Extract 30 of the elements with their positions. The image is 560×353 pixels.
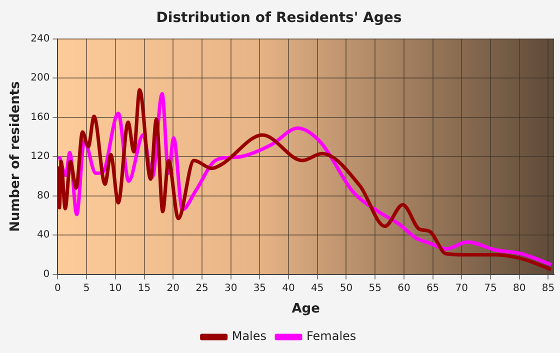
x-tick-label: 0 [54,282,61,294]
x-tick-label: 80 [513,282,526,294]
y-tick-label: 240 [30,33,50,44]
x-axis-title: Age [292,302,320,317]
x-tick-label: 55 [368,282,382,294]
x-tick-label: 30 [224,282,238,294]
x-tick-label: 20 [166,282,180,294]
legend-label: Females [306,329,356,344]
x-tick-label: 10 [109,282,122,294]
y-tick-label: 40 [36,230,50,241]
x-tick-label: 25 [196,282,208,294]
y-axis-title: Number of residents [8,81,24,232]
chart-title: Distribution of Residents' Ages [156,10,402,26]
x-tick-label: 65 [426,282,440,294]
x-tick-label: 50 [340,282,353,294]
y-tick-label: 80 [36,190,50,202]
x-tick-label: 15 [138,282,151,294]
x-tick-label: 45 [311,282,324,294]
legend-label: Males [232,329,267,344]
x-tick-label: 40 [282,282,295,294]
y-tick-label: 120 [30,151,50,162]
x-tick-label: 60 [398,282,410,294]
x-tick-label: 75 [484,282,497,294]
y-tick-label: 160 [30,112,50,123]
y-tick-label: 0 [43,268,50,280]
x-tick-label: 70 [455,282,468,294]
x-tick-label: 35 [253,282,266,294]
y-tick-label: 200 [30,72,50,84]
x-tick-label: 85 [542,282,555,294]
x-tick-label: 5 [83,282,90,294]
